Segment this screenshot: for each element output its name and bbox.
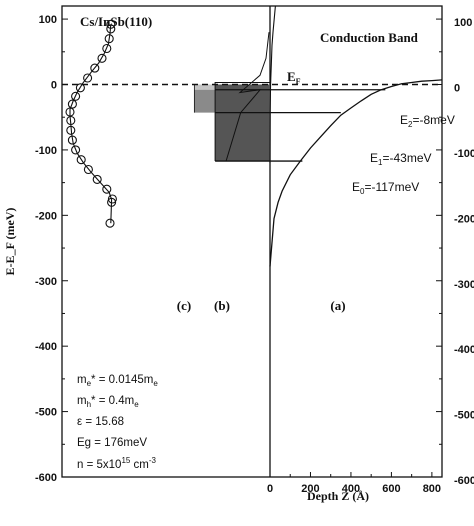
y-tick-label: -300 — [35, 276, 57, 288]
subband-label-2-part: =-117meV — [364, 180, 419, 194]
parameter-line-3-part: Eg = 176meV — [77, 437, 147, 449]
y-tick-label-right: -300 — [454, 279, 474, 291]
spectrum-data-point — [92, 174, 102, 184]
x-tick-label: 800 — [423, 483, 441, 495]
parameter-line-4: n = 5x1015 cm-3 — [77, 456, 157, 471]
subband-label-2-part: E — [352, 180, 360, 194]
spectrum-data-point — [107, 194, 117, 204]
subband-label-0-part: =-8meV — [412, 113, 454, 127]
spectrum-data-point — [106, 19, 116, 29]
dos-fills — [193, 82, 270, 162]
y-tick-label-right: -600 — [454, 475, 474, 487]
x-tick-label: 600 — [382, 483, 400, 495]
parameter-line-4-part: cm — [130, 459, 149, 471]
conduction-band-title: Conduction Band — [320, 30, 419, 45]
subband-label-0: E2=-8meV — [400, 113, 455, 129]
subband-label-2-part: 0 — [360, 187, 365, 196]
parameter-line-4-part: n = 5x10 — [77, 459, 121, 471]
y-tick-label-right: 100 — [454, 17, 472, 29]
y-tick-label-right: -500 — [454, 410, 474, 422]
spectrum-data-point — [71, 145, 81, 155]
panel-label: (b) — [214, 298, 230, 313]
y-tick-label-right: -100 — [454, 148, 474, 160]
y-tick-label-right: -200 — [454, 213, 474, 225]
y-tick-label: 100 — [39, 14, 57, 26]
chart-title: Cs/InSb(110) — [80, 14, 152, 29]
subband-label-1-part: 1 — [378, 158, 383, 167]
spectrum-data-point — [90, 63, 100, 73]
y-tick-label-right: -400 — [454, 344, 474, 356]
y-axis-label: E-E_F (meV) — [3, 208, 17, 276]
x-tick-label: 400 — [342, 483, 360, 495]
y-tick-label: -400 — [35, 341, 57, 353]
panel-label: (a) — [330, 298, 345, 313]
x-axis-label: Depth Z (Å) — [307, 489, 369, 503]
curves — [62, 5, 443, 267]
plot-frame — [61, 5, 443, 478]
parameter-line-3: Eg = 176meV — [77, 437, 147, 449]
y-tick-label: -200 — [35, 210, 57, 222]
subband-label-0-part: E — [400, 113, 408, 127]
band-edge-curve — [269, 79, 443, 267]
spectrum-data-point — [66, 115, 76, 126]
subband-label-1-part: E — [370, 151, 378, 165]
y-tick-label: -100 — [35, 145, 57, 157]
annotations: Cs/InSb(110)Conduction BandEFE2=-8meVE1=… — [77, 14, 455, 471]
y-tick-label: -600 — [35, 472, 57, 484]
parameter-line-4-part: -3 — [149, 456, 157, 465]
spectrum-data-point — [76, 155, 86, 165]
parameter-line-1-part: m — [77, 395, 87, 407]
spectrum-data-point — [67, 135, 77, 145]
spectrum-data-point — [67, 99, 77, 109]
data-markers — [65, 19, 117, 228]
parameter-line-4-part: 15 — [121, 456, 130, 465]
parameter-line-1-part: * = 0.4m — [91, 395, 134, 407]
parameter-line-2: ε = 15.68 — [77, 416, 124, 428]
parameter-line-0-part: e — [87, 379, 92, 388]
spectrum-data-point — [75, 83, 85, 93]
x-tick-label: 0 — [267, 483, 273, 495]
spectrum-data-point — [83, 164, 93, 175]
parameter-line-2-part: ε = 15.68 — [77, 416, 124, 428]
subband-label-2: E0=-117meV — [352, 180, 419, 196]
spectrum-data-point — [71, 91, 81, 101]
ldos-curve — [225, 32, 270, 162]
parameter-line-1-part: h — [87, 400, 91, 409]
spectrum-data-point — [107, 197, 117, 207]
spectrum-data-point — [83, 73, 93, 83]
x-tick-label: 200 — [301, 483, 319, 495]
fermi-label: EF — [287, 69, 301, 86]
subband-label-1: E1=-43meV — [370, 151, 432, 167]
subband-label-0-part: 2 — [408, 120, 413, 129]
spectrum-data-point — [102, 184, 112, 194]
spectrum-data-point — [105, 218, 115, 228]
spectrum-data-point — [66, 125, 76, 135]
y-tick-label-right: 0 — [454, 83, 460, 95]
band-tail-curve — [269, 5, 276, 164]
panel-label: (c) — [177, 298, 191, 313]
y-tick-label: 0 — [51, 80, 57, 92]
spectrum-data-point — [97, 53, 107, 63]
spectrum-data-point — [65, 107, 75, 117]
parameter-line-1: mh* = 0.4me — [77, 395, 139, 409]
parameter-line-0-part: e — [153, 379, 158, 388]
parameter-line-1-part: e — [134, 400, 139, 409]
spectrum-data-point — [102, 43, 112, 54]
fermi-label-part: F — [296, 77, 301, 86]
dos-fill-e0 — [215, 84, 270, 162]
fermi-label-part: E — [287, 69, 296, 84]
spectrum-data-point — [106, 24, 116, 34]
parameter-line-0-part: * = 0.0145m — [91, 374, 153, 386]
subband-label-1-part: =-43meV — [382, 151, 431, 165]
y-tick-label: -500 — [35, 407, 57, 419]
spectrum-data-point — [104, 34, 114, 44]
parameter-line-0: me* = 0.0145me — [77, 374, 158, 388]
parameter-line-0-part: m — [77, 374, 87, 386]
